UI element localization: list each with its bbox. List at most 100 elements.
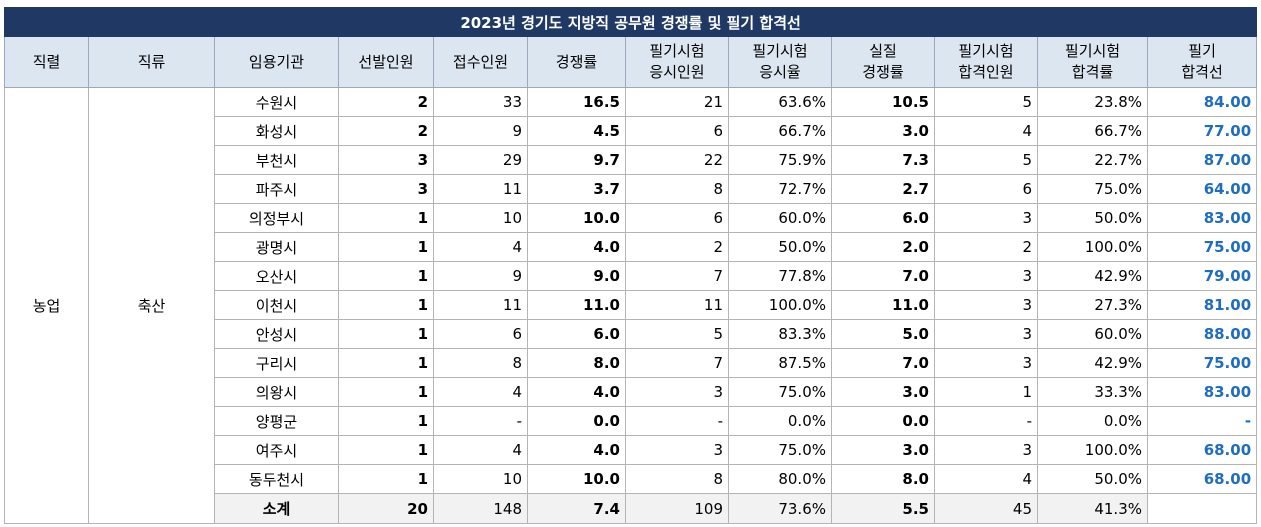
cutoff-cell: 88.00 <box>1146 319 1258 349</box>
ratio-cell: 4.0 <box>527 435 626 465</box>
agency-cell: 오산시 <box>214 261 339 291</box>
applied-cell: 4 <box>433 377 528 407</box>
ratio-cell: 4.0 <box>527 377 626 407</box>
table-title: 2023년 경기도 지방직 공무원 경쟁률 및 필기 합격선 <box>3 7 1258 37</box>
applied-cell: 4 <box>433 435 528 465</box>
examinees-cell: 6 <box>625 116 729 146</box>
passed-cell: 3 <box>934 348 1038 378</box>
examinees-cell: 7 <box>625 348 729 378</box>
passed-cell: 3 <box>934 435 1038 465</box>
attendance-cell: 72.7% <box>728 174 832 204</box>
passed-cell: - <box>934 406 1038 436</box>
pass-rate-cell: 0.0% <box>1037 406 1148 436</box>
ratio-cell: 3.7 <box>527 174 626 204</box>
applied-cell: 9 <box>433 261 528 291</box>
applied-cell: 33 <box>433 87 528 117</box>
subtotal-cutoff <box>1146 493 1258 524</box>
agency-cell: 안성시 <box>214 319 339 349</box>
pass-rate-cell: 50.0% <box>1037 203 1148 233</box>
subtotal-real-ratio: 5.5 <box>831 493 935 524</box>
passed-cell: 3 <box>934 203 1038 233</box>
pass-rate-cell: 75.0% <box>1037 174 1148 204</box>
header-category: 직류 <box>88 36 215 88</box>
header-passed: 필기시험 합격인원 <box>934 36 1038 88</box>
applied-cell: 10 <box>433 464 528 494</box>
examinees-cell: 3 <box>625 377 729 407</box>
ratio-cell: 9.0 <box>527 261 626 291</box>
ratio-cell: 8.0 <box>527 348 626 378</box>
passed-cell: 5 <box>934 145 1038 175</box>
attendance-cell: 75.9% <box>728 145 832 175</box>
passed-cell: 4 <box>934 116 1038 146</box>
agency-cell: 여주시 <box>214 435 339 465</box>
cutoff-cell: 79.00 <box>1146 261 1258 291</box>
real-ratio-cell: 7.0 <box>831 261 935 291</box>
table-row: 이천시 1 11 11.0 11 100.0% 11.0 3 27.3% 81.00 <box>5 290 1258 320</box>
attendance-cell: 75.0% <box>728 377 832 407</box>
selected-cell: 1 <box>338 406 434 436</box>
examinees-cell: 8 <box>625 174 729 204</box>
selected-cell: 3 <box>338 145 434 175</box>
selected-cell: 1 <box>338 319 434 349</box>
agency-cell: 화성시 <box>214 116 339 146</box>
agency-cell: 구리시 <box>214 348 339 378</box>
cutoff-cell: 64.00 <box>1146 174 1258 204</box>
applied-cell: 10 <box>433 203 528 233</box>
table-row: 농업 축산 수원시 2 33 16.5 21 63.6% 10.5 5 23.8% 84.00 <box>4 87 1258 524</box>
real-ratio-cell: 5.0 <box>831 319 935 349</box>
cutoff-cell: 68.00 <box>1146 464 1258 494</box>
subtotal-ratio: 7.4 <box>527 493 626 524</box>
header-cutoff: 필기 합격선 <box>1146 36 1258 88</box>
attendance-cell: 80.0% <box>728 464 832 494</box>
subtotal-examinees: 109 <box>625 493 729 524</box>
cutoff-cell: 75.00 <box>1146 232 1258 262</box>
real-ratio-cell: 2.0 <box>831 232 935 262</box>
ratio-cell: 4.0 <box>527 232 626 262</box>
agency-cell: 양평군 <box>214 406 339 436</box>
header-selected: 선발인원 <box>338 36 434 88</box>
cutoff-cell: 77.00 <box>1146 116 1258 146</box>
real-ratio-cell: 7.3 <box>831 145 935 175</box>
table-row: 동두천시 1 10 10.0 8 80.0% 8.0 4 50.0% 68.00 <box>5 464 1258 494</box>
selected-cell: 1 <box>338 377 434 407</box>
header-agency: 임용기관 <box>214 36 339 88</box>
passed-cell: 1 <box>934 377 1038 407</box>
table-row: 의정부시 1 10 10.0 6 60.0% 6.0 3 50.0% 83.00 <box>5 203 1258 233</box>
real-ratio-cell: 3.0 <box>831 116 935 146</box>
examinees-cell: 8 <box>625 464 729 494</box>
selected-cell: 1 <box>338 435 434 465</box>
real-ratio-cell: 3.0 <box>831 435 935 465</box>
cutoff-cell: 68.00 <box>1146 435 1258 465</box>
agency-cell: 이천시 <box>214 290 339 320</box>
ratio-cell: 0.0 <box>527 406 626 436</box>
applied-cell: 11 <box>433 290 528 320</box>
real-ratio-cell: 3.0 <box>831 377 935 407</box>
category-cell: 축산 <box>88 87 215 524</box>
selected-cell: 1 <box>338 348 434 378</box>
pass-rate-cell: 42.9% <box>1037 348 1148 378</box>
selected-cell: 1 <box>338 203 434 233</box>
subtotal-applied: 148 <box>433 493 528 524</box>
real-ratio-cell: 7.0 <box>831 348 935 378</box>
table-body: 농업 축산 수원시 2 33 16.5 21 63.6% 10.5 5 23.8% 84.00 화성시 2… <box>4 87 1258 524</box>
table-row: 여주시 1 4 4.0 3 75.0% 3.0 3 100.0% 68.00 <box>5 435 1258 465</box>
table-row: 광명시 1 4 4.0 2 50.0% 2.0 2 100.0% 75.00 <box>5 232 1258 262</box>
pass-rate-cell: 60.0% <box>1037 319 1148 349</box>
passed-cell: 5 <box>934 87 1038 117</box>
examinees-cell: 22 <box>625 145 729 175</box>
ratio-cell: 4.5 <box>527 116 626 146</box>
agency-cell: 동두천시 <box>214 464 339 494</box>
examinees-cell: 3 <box>625 435 729 465</box>
cutoff-cell: - <box>1146 406 1258 436</box>
header-attendance: 필기시험 응시율 <box>728 36 832 88</box>
applied-cell: - <box>433 406 528 436</box>
series-cell: 농업 <box>4 87 89 524</box>
cutoff-cell: 75.00 <box>1146 348 1258 378</box>
cutoff-cell: 83.00 <box>1146 377 1258 407</box>
examinees-cell: - <box>625 406 729 436</box>
header-pass-rate: 필기시험 합격률 <box>1037 36 1148 88</box>
selected-cell: 1 <box>338 290 434 320</box>
ratio-cell: 10.0 <box>527 203 626 233</box>
attendance-cell: 87.5% <box>728 348 832 378</box>
passed-cell: 3 <box>934 319 1038 349</box>
